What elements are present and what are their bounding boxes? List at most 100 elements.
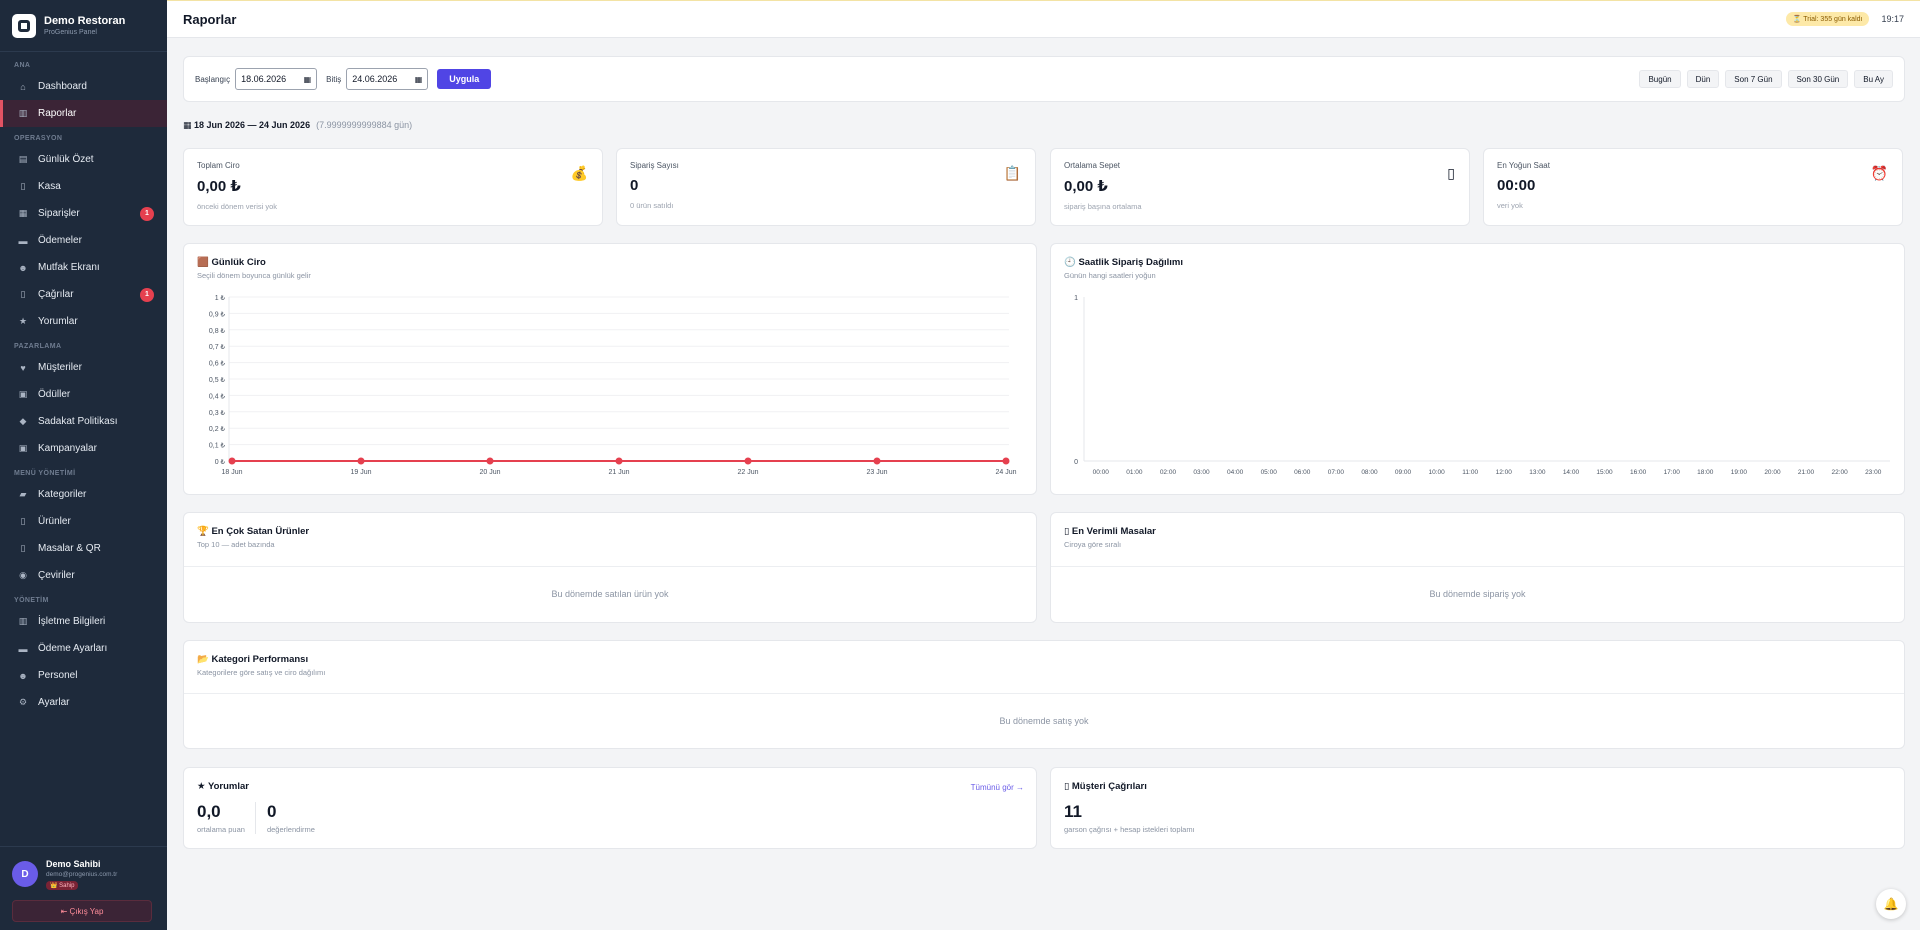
sidebar-item-dashboard[interactable]: ⌂ Dashboard (0, 73, 167, 100)
trial-badge: ⏳ Trial: 355 gün kaldı (1785, 12, 1870, 26)
payment-icon: ▬ (18, 643, 28, 654)
preset-button[interactable]: Dün (1686, 70, 1720, 88)
sidebar-item--r-nler[interactable]: ▯ Ürünler (0, 508, 167, 535)
top-products-empty: Bu dönemde satılan ürün yok (551, 589, 669, 599)
sidebar-nav: ANA ⌂ Dashboard ▥ Raporlar OPERASYON ▤ Günlük Ö… (0, 52, 167, 716)
chef-icon: ☻ (18, 262, 28, 273)
brand-name: Demo Restoran (44, 15, 126, 27)
sidebar-item-ayarlar[interactable]: ⚙ Ayarlar (0, 689, 167, 716)
sidebar-item-g-nl-k-zet[interactable]: ▤ Günlük Özet (0, 146, 167, 173)
building-icon: ▥ (18, 616, 28, 626)
calendar-icon[interactable]: ▦ (414, 74, 423, 84)
reviews-title: ★ Yorumlar (197, 781, 249, 792)
sidebar-item-label: Günlük Özet (38, 154, 94, 165)
data-point[interactable] (228, 457, 236, 465)
sidebar-item--demeler[interactable]: ▬ Ödemeler (0, 227, 167, 254)
sidebar-item-sipari-ler[interactable]: ▦ Siparişler 1 (0, 200, 167, 227)
kpi-subtext: 0 ürün satıldı (630, 201, 674, 210)
date-range-text: ▦ 18 Jun 2026 — 24 Jun 2026 (183, 120, 311, 130)
x-tick-label: 10:00 (1428, 469, 1445, 476)
sidebar-item-label: İşletme Bilgileri (38, 616, 106, 627)
count-badge: 1 (140, 206, 154, 221)
calendar-icon[interactable]: ▦ (303, 74, 312, 84)
notification-bell-icon[interactable]: 🔔 (1876, 889, 1906, 919)
data-point[interactable] (1002, 457, 1010, 465)
customer-calls-panel: ▯ Müşteri Çağrıları 11 garson çağrısı + … (1050, 767, 1905, 849)
count-badge: 1 (140, 287, 154, 302)
sidebar-item-i-letme-bilgileri[interactable]: ▥ İşletme Bilgileri (0, 608, 167, 635)
x-tick-label: 03:00 (1193, 469, 1210, 476)
customer-calls-count: 11 (1064, 802, 1082, 821)
preset-button[interactable]: Son 7 Gün (1725, 70, 1782, 88)
nav-section-title: YÖNETİM (14, 597, 49, 604)
avatar[interactable]: D (12, 861, 38, 887)
kpi-card: Ortalama Sepet 0,00 ₺ sipariş başına ortal… (1050, 148, 1470, 226)
sidebar-item-sadakat-politikas-[interactable]: ◆ Sadakat Politikası (0, 408, 167, 435)
y-tick-label: 1 (1074, 295, 1078, 302)
data-point[interactable] (615, 457, 623, 465)
x-tick-label: 19:00 (1731, 469, 1748, 476)
x-tick-label: 11:00 (1462, 469, 1478, 476)
data-point[interactable] (486, 457, 494, 465)
preset-button[interactable]: Bu Ay (1854, 70, 1893, 88)
sidebar-item-yorumlar[interactable]: ★ Yorumlar (0, 308, 167, 335)
sidebar-item--deme-ayarlar-[interactable]: ▬ Ödeme Ayarları (0, 635, 167, 662)
kpi-card: En Yoğun Saat 00:00 veri yok ⏰ (1483, 148, 1903, 226)
sidebar-item-label: Dashboard (38, 81, 87, 92)
review-count: 0 (266, 802, 277, 821)
end-date-input[interactable]: 24.06.2026 ▦ (346, 68, 429, 90)
preset-button[interactable]: Son 30 Gün (1787, 70, 1849, 88)
sidebar-item-label: Çeviriler (38, 570, 75, 581)
diamond-icon: ◆ (19, 416, 27, 426)
sidebar-item-masalar-qr[interactable]: ▯ Masalar & QR (0, 535, 167, 562)
end-date-value: 24.06.2026 (352, 74, 398, 84)
brand[interactable]: Demo Restoran ProGenius Panel (0, 0, 167, 52)
x-tick-label: 00:00 (1093, 469, 1110, 476)
reviews-panel: ★ Yorumlar Tümünü gör → 0,0 ortalama pua… (183, 767, 1037, 849)
sidebar-item-label: Siparişler (38, 208, 80, 219)
divider (184, 693, 1904, 694)
sidebar-item-label: Sadakat Politikası (38, 416, 118, 427)
date-range-summary: ▦ 18 Jun 2026 — 24 Jun 2026 (7.9999999999… (183, 120, 412, 131)
start-date-input[interactable]: 18.06.2026 ▦ (235, 68, 318, 90)
sidebar-item--eviriler[interactable]: ◉ Çeviriler (0, 562, 167, 589)
nav-section-title: MENÜ YÖNETİMİ (14, 470, 76, 477)
sidebar-item-raporlar[interactable]: ▥ Raporlar (0, 100, 167, 127)
x-tick-label: 20 Jun (479, 469, 500, 476)
chart-icon: ▥ (18, 108, 28, 118)
role-badge: 👑 Sahip (46, 881, 79, 890)
qr-icon: ▯ (20, 543, 26, 553)
sidebar-item-label: Kasa (38, 181, 61, 192)
data-point[interactable] (873, 457, 881, 465)
x-tick-label: 14:00 (1563, 469, 1580, 476)
logout-button[interactable]: ⇤ Çıkış Yap (12, 900, 152, 922)
sidebar-item-personel[interactable]: ☻ Personel (0, 662, 167, 689)
sidebar-item-kampanyalar[interactable]: ▣ Kampanyalar (0, 435, 167, 462)
data-point[interactable] (744, 457, 752, 465)
hourly-orders-chart: 0 1 00:00 01:00 02:00 03:00 04:00 05:00 06:00 07:… (1074, 295, 1890, 476)
sidebar-item--a-r-lar[interactable]: ▯ Çağrılar 1 (0, 281, 167, 308)
apply-button[interactable]: Uygula (437, 69, 492, 89)
sidebar-item-mutfak-ekran-[interactable]: ☻ Mutfak Ekranı (0, 254, 167, 281)
y-tick-label: 0,5 ₺ (209, 377, 226, 384)
money-bag-icon: 💰 (570, 165, 588, 181)
x-tick-label: 23:00 (1865, 469, 1882, 476)
x-tick-label: 23 Jun (866, 469, 887, 476)
sidebar-item-label: Müşteriler (38, 362, 82, 373)
hourly-orders-subtitle: Günün hangi saatleri yoğun (1064, 271, 1156, 280)
sidebar-item-label: Personel (38, 670, 78, 681)
sidebar-item-kasa[interactable]: ▯ Kasa (0, 173, 167, 200)
data-point[interactable] (357, 457, 365, 465)
sidebar-item-m-teriler[interactable]: ♥ Müşteriler (0, 354, 167, 381)
kpi-label: En Yoğun Saat (1497, 161, 1550, 170)
see-all-reviews-link[interactable]: Tümünü gör → (970, 783, 1024, 792)
home-icon: ⌂ (20, 81, 26, 92)
sidebar-item-kategoriler[interactable]: ▰ Kategoriler (0, 481, 167, 508)
top-products-panel: 🏆 En Çok Satan Ürünler Top 10 — adet baz… (183, 512, 1037, 623)
preset-button[interactable]: Bugün (1639, 70, 1681, 88)
clipboard-icon: 📋 (1003, 165, 1021, 181)
sidebar-item--d-ller[interactable]: ▣ Ödüller (0, 381, 167, 408)
register-icon: ▯ (20, 181, 26, 191)
daily-revenue-subtitle: Seçili dönem boyunca günlük gelir (197, 271, 311, 280)
top-products-subtitle: Top 10 — adet bazında (197, 540, 275, 549)
